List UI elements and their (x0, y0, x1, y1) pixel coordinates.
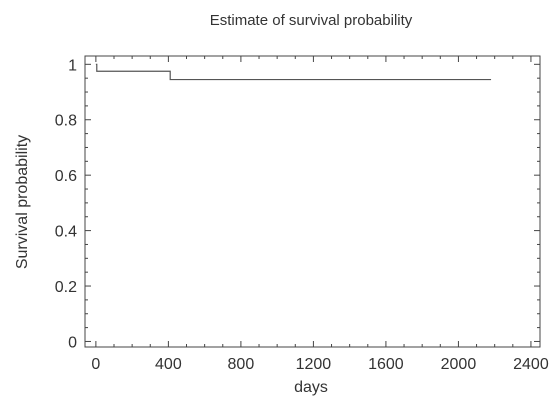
x-tick-label: 2000 (441, 356, 477, 373)
x-tick-label: 1200 (296, 356, 332, 373)
y-tick-label: 0.4 (55, 224, 77, 241)
series-layer (95, 63, 492, 81)
x-tick-label: 400 (155, 356, 182, 373)
y-ticks: 0 0.2 0.4 0.6 0.8 1 (55, 57, 540, 351)
plot-frame (84, 55, 541, 348)
survival-step-line (95, 63, 492, 81)
y-tick-label: 0.6 (55, 168, 77, 185)
y-tick-label: 1 (68, 57, 77, 74)
x-tick-label: 2400 (513, 356, 549, 373)
x-tick-label: 800 (228, 356, 255, 373)
x-ticks: 0 400 800 1200 1600 2000 2400 (91, 56, 549, 373)
y-tick-label: 0.8 (55, 113, 77, 130)
chart-title: Estimate of survival probability (210, 12, 413, 29)
y-tick-label: 0 (68, 334, 77, 351)
y-tick-label: 0.2 (55, 279, 77, 296)
x-tick-label: 1600 (368, 356, 404, 373)
x-tick-label: 0 (91, 356, 100, 373)
y-axis-label: Survival probability (14, 135, 31, 269)
x-axis-label: days (294, 379, 328, 396)
